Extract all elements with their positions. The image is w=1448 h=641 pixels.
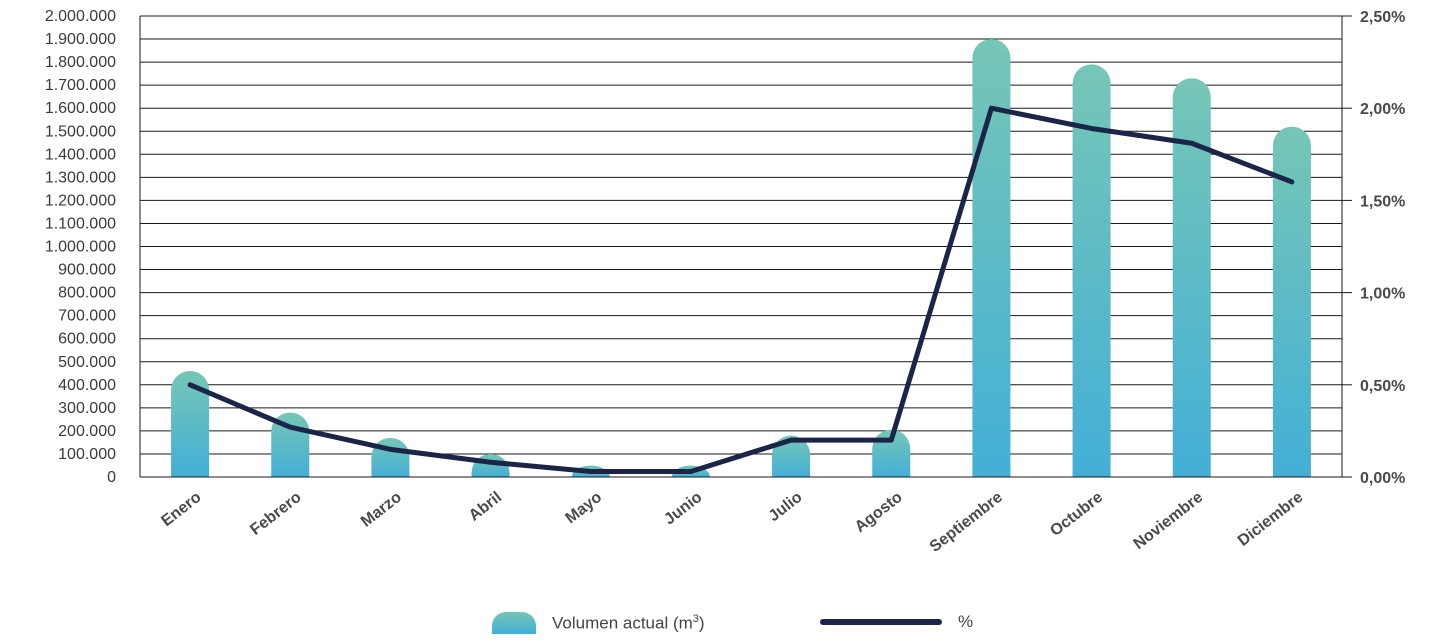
- x-tick-label-septiembre: Septiembre: [927, 489, 1006, 556]
- y-left-tick-label: 1.400.000: [45, 146, 116, 163]
- y-left-tick-label: 1.700.000: [45, 77, 116, 94]
- y-left-tick-label: 2.000.000: [45, 8, 116, 25]
- bar-septiembre: [972, 39, 1011, 478]
- x-tick-label-abril: Abril: [466, 489, 505, 525]
- y-left-tick-label: 100.000: [58, 446, 116, 463]
- y-right-tick-label: 2,50%: [1360, 9, 1405, 26]
- bar-julio: [772, 435, 811, 477]
- y-left-tick-label: 1.100.000: [45, 215, 116, 232]
- bar-diciembre: [1272, 126, 1311, 477]
- bar-marzo: [371, 437, 410, 477]
- y-right-tick-label: 1,50%: [1360, 193, 1405, 210]
- x-tick-label-enero: Enero: [158, 489, 204, 530]
- legend-label-percent: %: [958, 612, 974, 631]
- y-left-tick-label: 1.800.000: [45, 54, 116, 71]
- y-left-tick-label: 600.000: [58, 331, 116, 348]
- x-tick-label-agosto: Agosto: [852, 489, 906, 536]
- x-tick-label-noviembre: Noviembre: [1131, 489, 1207, 553]
- y-left-tick-label: 200.000: [58, 423, 116, 440]
- legend-swatch-line: [820, 619, 942, 625]
- y-left-tick-label: 300.000: [58, 400, 116, 417]
- y-left-tick-label: 1.900.000: [45, 31, 116, 48]
- y-left-tick-label: 1.600.000: [45, 100, 116, 117]
- legend-swatch-bar: [492, 612, 536, 634]
- percent-line: [187, 105, 1295, 474]
- y-left-tick-label: 400.000: [58, 377, 116, 394]
- y-left-tick-label: 1.300.000: [45, 169, 116, 186]
- x-tick-label-diciembre: Diciembre: [1235, 489, 1307, 550]
- combo-chart-svg: 0 100.000 200.000 300.000 400.000 500.000 600.…: [45, 8, 1406, 556]
- legend-label-volumen: Volumen actual (m3): [552, 612, 705, 633]
- y-right-tick-label: 2,00%: [1360, 101, 1405, 118]
- y-right-tick-label: 1,00%: [1360, 286, 1405, 303]
- y-left-tick-label: 500.000: [58, 354, 116, 371]
- x-tick-label-mayo: Mayo: [563, 489, 606, 528]
- x-tick-label-marzo: Marzo: [358, 489, 405, 531]
- y-left-tick-label: 700.000: [58, 308, 116, 325]
- y-left-tick-label: 1.000.000: [45, 239, 116, 256]
- bar-enero: [171, 370, 210, 477]
- x-tick-label-julio: Julio: [766, 489, 806, 526]
- y-left-tick-label: 1.500.000: [45, 123, 116, 140]
- bar-noviembre: [1172, 78, 1211, 478]
- y-right-tick-label: 0,00%: [1360, 470, 1405, 487]
- x-tick-label-junio: Junio: [661, 489, 705, 529]
- y-left-tick-label: 900.000: [58, 262, 116, 279]
- x-tick-label-febrero: Febrero: [247, 489, 305, 539]
- legend-item-volumen: Volumen actual (m3): [492, 612, 705, 634]
- y-right-tick-label: 0,50%: [1360, 378, 1405, 395]
- y-left-tick-label: 1.200.000: [45, 192, 116, 209]
- y-left-tick-label: 0: [107, 469, 116, 486]
- bar-octubre: [1072, 64, 1111, 477]
- legend: Volumen actual (m3) %: [0, 612, 1448, 638]
- legend-item-percent: %: [820, 612, 973, 632]
- x-tick-label-octubre: Octubre: [1047, 489, 1106, 540]
- y-left-tick-label: 800.000: [58, 285, 116, 302]
